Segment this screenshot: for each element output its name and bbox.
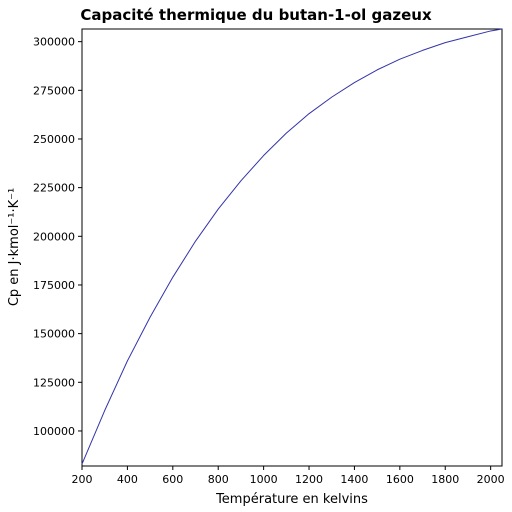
y-tick-label: 100000 bbox=[33, 425, 75, 438]
y-tick-label: 200000 bbox=[33, 230, 75, 243]
x-axis-ticks: 200 400 600 800 1000 1200 1400 1600 1800 2000 bbox=[72, 466, 505, 486]
x-tick-label: 200 bbox=[72, 473, 93, 486]
x-tick-label: 800 bbox=[208, 473, 229, 486]
x-tick-label: 2000 bbox=[477, 473, 505, 486]
y-tick-label: 125000 bbox=[33, 376, 75, 389]
y-tick-label: 150000 bbox=[33, 328, 75, 341]
x-tick-label: 1000 bbox=[250, 473, 278, 486]
y-tick-label: 250000 bbox=[33, 133, 75, 146]
series-layer bbox=[81, 28, 503, 465]
x-tick-label: 1600 bbox=[386, 473, 414, 486]
x-axis-label: Température en kelvins bbox=[215, 492, 368, 507]
x-tick-label: 600 bbox=[162, 473, 183, 486]
x-tick-label: 1800 bbox=[431, 473, 459, 486]
y-tick-label: 275000 bbox=[33, 84, 75, 97]
plot-area bbox=[81, 28, 503, 467]
y-tick-label: 175000 bbox=[33, 279, 75, 292]
x-tick-label: 400 bbox=[117, 473, 138, 486]
x-tick-label: 1400 bbox=[340, 473, 368, 486]
y-axis-label: Cp en J·kmol⁻¹·K⁻¹ bbox=[7, 188, 22, 306]
x-tick-label: 1200 bbox=[295, 473, 323, 486]
y-tick-label: 225000 bbox=[33, 182, 75, 195]
chart-title: Capacité thermique du butan-1-ol gazeux bbox=[80, 6, 432, 24]
y-tick-label: 300000 bbox=[33, 36, 75, 49]
series-line bbox=[81, 28, 503, 465]
y-axis-ticks: 100000 125000 150000 175000 200000 225000 2500… bbox=[33, 36, 82, 438]
